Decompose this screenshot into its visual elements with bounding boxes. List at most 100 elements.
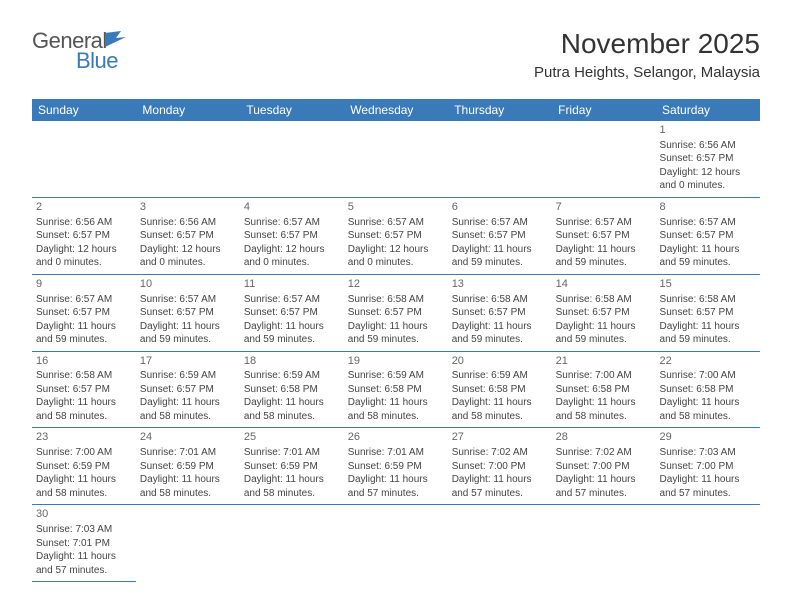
day-number: 16 xyxy=(36,354,132,369)
sunrise-line: Sunrise: 6:57 AM xyxy=(348,216,444,230)
day-number: 12 xyxy=(348,277,444,292)
calendar-cell xyxy=(344,121,448,197)
daylight-line: Daylight: 11 hours and 59 minutes. xyxy=(36,320,132,347)
sunrise-line: Sunrise: 7:00 AM xyxy=(556,369,652,383)
calendar-cell: 4Sunrise: 6:57 AMSunset: 6:57 PMDaylight… xyxy=(240,197,344,274)
calendar-cell: 27Sunrise: 7:02 AMSunset: 7:00 PMDayligh… xyxy=(448,428,552,505)
daylight-line: Daylight: 12 hours and 0 minutes. xyxy=(244,243,340,270)
calendar-cell: 18Sunrise: 6:59 AMSunset: 6:58 PMDayligh… xyxy=(240,351,344,428)
daylight-line: Daylight: 11 hours and 58 minutes. xyxy=(660,396,756,423)
day-number: 24 xyxy=(140,430,236,445)
calendar-row: 1Sunrise: 6:56 AMSunset: 6:57 PMDaylight… xyxy=(32,121,760,197)
daylight-line: Daylight: 11 hours and 57 minutes. xyxy=(452,473,548,500)
sunrise-line: Sunrise: 6:56 AM xyxy=(660,139,756,153)
day-number: 20 xyxy=(452,354,548,369)
daylight-line: Daylight: 11 hours and 58 minutes. xyxy=(140,396,236,423)
daylight-line: Daylight: 11 hours and 58 minutes. xyxy=(140,473,236,500)
sunrise-line: Sunrise: 7:02 AM xyxy=(556,446,652,460)
calendar-cell: 2Sunrise: 6:56 AMSunset: 6:57 PMDaylight… xyxy=(32,197,136,274)
calendar-cell xyxy=(136,121,240,197)
weekday-saturday: Saturday xyxy=(656,99,760,121)
sunrise-line: Sunrise: 7:03 AM xyxy=(660,446,756,460)
day-number: 14 xyxy=(556,277,652,292)
sunset-line: Sunset: 7:00 PM xyxy=(660,460,756,474)
sunset-line: Sunset: 6:58 PM xyxy=(244,383,340,397)
daylight-line: Daylight: 11 hours and 59 minutes. xyxy=(140,320,236,347)
calendar-cell: 26Sunrise: 7:01 AMSunset: 6:59 PMDayligh… xyxy=(344,428,448,505)
day-number: 7 xyxy=(556,200,652,215)
sunset-line: Sunset: 6:57 PM xyxy=(660,152,756,166)
sunset-line: Sunset: 6:58 PM xyxy=(556,383,652,397)
day-number: 21 xyxy=(556,354,652,369)
sunset-line: Sunset: 6:59 PM xyxy=(244,460,340,474)
sunrise-line: Sunrise: 6:57 AM xyxy=(36,293,132,307)
sunset-line: Sunset: 7:01 PM xyxy=(36,537,132,551)
calendar-cell: 13Sunrise: 6:58 AMSunset: 6:57 PMDayligh… xyxy=(448,274,552,351)
sunset-line: Sunset: 6:57 PM xyxy=(452,306,548,320)
day-number: 18 xyxy=(244,354,340,369)
calendar-cell: 28Sunrise: 7:02 AMSunset: 7:00 PMDayligh… xyxy=(552,428,656,505)
calendar-cell: 22Sunrise: 7:00 AMSunset: 6:58 PMDayligh… xyxy=(656,351,760,428)
calendar-cell xyxy=(552,121,656,197)
daylight-line: Daylight: 11 hours and 58 minutes. xyxy=(36,473,132,500)
weekday-wednesday: Wednesday xyxy=(344,99,448,121)
calendar-cell: 10Sunrise: 6:57 AMSunset: 6:57 PMDayligh… xyxy=(136,274,240,351)
day-number: 17 xyxy=(140,354,236,369)
logo: General Blue xyxy=(32,28,142,74)
day-number: 15 xyxy=(660,277,756,292)
daylight-line: Daylight: 11 hours and 59 minutes. xyxy=(348,320,444,347)
day-number: 5 xyxy=(348,200,444,215)
daylight-line: Daylight: 12 hours and 0 minutes. xyxy=(348,243,444,270)
sunset-line: Sunset: 6:57 PM xyxy=(660,229,756,243)
calendar-cell xyxy=(448,505,552,582)
day-number: 27 xyxy=(452,430,548,445)
day-number: 6 xyxy=(452,200,548,215)
sunset-line: Sunset: 6:57 PM xyxy=(36,306,132,320)
logo-text-blue: Blue xyxy=(76,48,118,74)
sunrise-line: Sunrise: 6:58 AM xyxy=(36,369,132,383)
calendar-cell xyxy=(240,121,344,197)
calendar-cell: 5Sunrise: 6:57 AMSunset: 6:57 PMDaylight… xyxy=(344,197,448,274)
calendar-cell xyxy=(32,121,136,197)
weekday-friday: Friday xyxy=(552,99,656,121)
weekday-thursday: Thursday xyxy=(448,99,552,121)
sunset-line: Sunset: 7:00 PM xyxy=(452,460,548,474)
sunset-line: Sunset: 6:59 PM xyxy=(348,460,444,474)
day-number: 1 xyxy=(660,123,756,138)
sunset-line: Sunset: 6:57 PM xyxy=(244,229,340,243)
calendar-cell xyxy=(240,505,344,582)
daylight-line: Daylight: 11 hours and 58 minutes. xyxy=(244,473,340,500)
sunrise-line: Sunrise: 6:57 AM xyxy=(660,216,756,230)
calendar-cell: 1Sunrise: 6:56 AMSunset: 6:57 PMDaylight… xyxy=(656,121,760,197)
sunset-line: Sunset: 6:57 PM xyxy=(556,229,652,243)
sunset-line: Sunset: 6:58 PM xyxy=(660,383,756,397)
sunset-line: Sunset: 6:59 PM xyxy=(36,460,132,474)
sunset-line: Sunset: 6:58 PM xyxy=(348,383,444,397)
daylight-line: Daylight: 11 hours and 57 minutes. xyxy=(36,550,132,577)
sunset-line: Sunset: 7:00 PM xyxy=(556,460,652,474)
daylight-line: Daylight: 11 hours and 57 minutes. xyxy=(660,473,756,500)
sunrise-line: Sunrise: 6:58 AM xyxy=(556,293,652,307)
calendar-cell xyxy=(552,505,656,582)
calendar-cell: 3Sunrise: 6:56 AMSunset: 6:57 PMDaylight… xyxy=(136,197,240,274)
daylight-line: Daylight: 11 hours and 58 minutes. xyxy=(244,396,340,423)
day-number: 2 xyxy=(36,200,132,215)
sunrise-line: Sunrise: 7:01 AM xyxy=(140,446,236,460)
daylight-line: Daylight: 11 hours and 58 minutes. xyxy=(348,396,444,423)
sunset-line: Sunset: 6:59 PM xyxy=(140,460,236,474)
calendar-cell: 8Sunrise: 6:57 AMSunset: 6:57 PMDaylight… xyxy=(656,197,760,274)
daylight-line: Daylight: 11 hours and 57 minutes. xyxy=(348,473,444,500)
day-number: 26 xyxy=(348,430,444,445)
daylight-line: Daylight: 11 hours and 57 minutes. xyxy=(556,473,652,500)
calendar-row: 30Sunrise: 7:03 AMSunset: 7:01 PMDayligh… xyxy=(32,505,760,582)
calendar-cell: 16Sunrise: 6:58 AMSunset: 6:57 PMDayligh… xyxy=(32,351,136,428)
calendar-cell: 30Sunrise: 7:03 AMSunset: 7:01 PMDayligh… xyxy=(32,505,136,582)
calendar-cell: 12Sunrise: 6:58 AMSunset: 6:57 PMDayligh… xyxy=(344,274,448,351)
sunrise-line: Sunrise: 7:00 AM xyxy=(660,369,756,383)
weekday-header-row: Sunday Monday Tuesday Wednesday Thursday… xyxy=(32,99,760,121)
day-number: 25 xyxy=(244,430,340,445)
sunrise-line: Sunrise: 6:58 AM xyxy=(348,293,444,307)
sunrise-line: Sunrise: 7:01 AM xyxy=(348,446,444,460)
sunset-line: Sunset: 6:57 PM xyxy=(660,306,756,320)
day-number: 9 xyxy=(36,277,132,292)
